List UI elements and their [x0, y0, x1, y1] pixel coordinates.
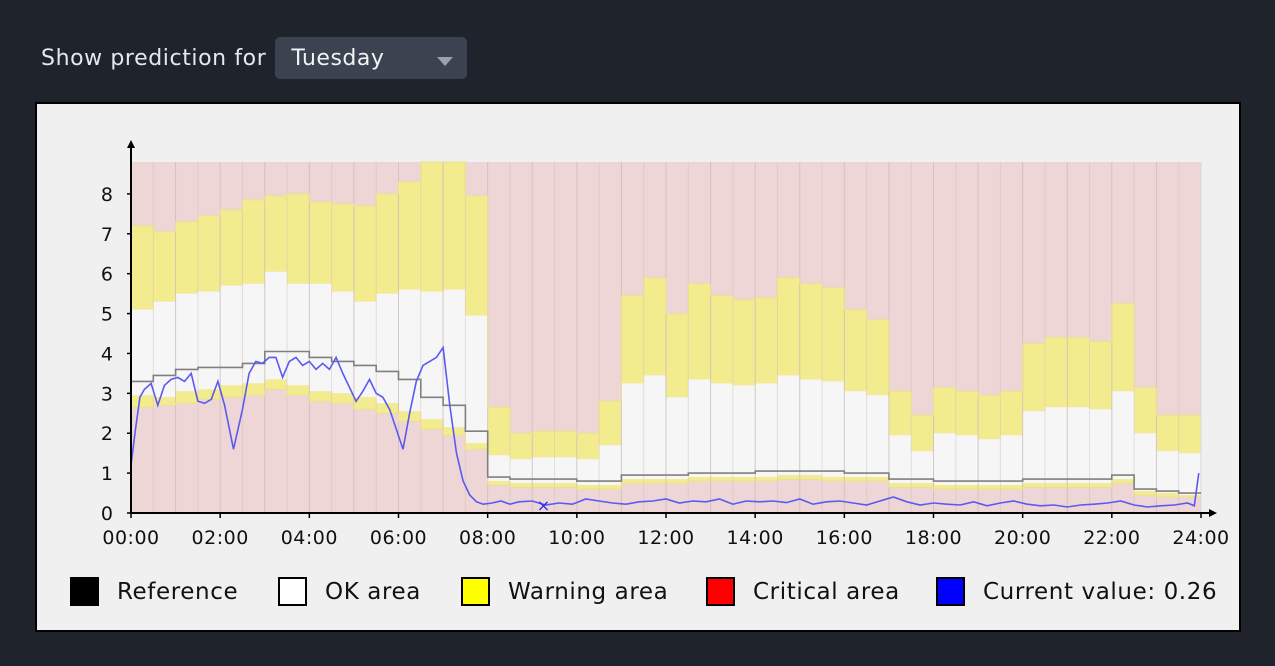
x-axis-arrow — [1209, 509, 1217, 517]
lower-warning-line — [131, 388, 1201, 498]
x-tick-label: 14:00 — [727, 527, 784, 549]
grid-layer — [152, 162, 1202, 513]
legend-label: Critical area — [753, 579, 900, 605]
upper-warning-line — [131, 161, 1201, 434]
prediction-selector-row: Show prediction for Tuesday — [41, 37, 468, 79]
x-tick-label: 16:00 — [816, 527, 873, 549]
legend-swatch — [461, 577, 490, 606]
x-tick-label: 18:00 — [905, 527, 962, 549]
legend-item: Warning area — [461, 577, 668, 606]
x-tick-label: 10:00 — [548, 527, 605, 549]
y-tick-label: 4 — [101, 343, 113, 365]
axes-layer: 0 1 2 3 4 5 6 7 8 00:00 02:00 04:00 06:00 08:00 10:00 1… — [101, 140, 1229, 549]
day-select-value: Tuesday — [291, 45, 385, 71]
x-tick-label: 24:00 — [1172, 527, 1229, 549]
x-tick-label: 06:00 — [370, 527, 427, 549]
prediction-chart: × 0 1 2 3 4 5 6 7 8 00:00 02:00 04:00 06:00 08:00 10:0… — [70, 140, 1229, 606]
legend-label: Reference — [117, 579, 238, 605]
legend-item: Reference — [70, 577, 238, 606]
y-tick-label: 1 — [101, 463, 113, 485]
y-tick-label: 6 — [101, 264, 113, 286]
legend-item: Critical area — [706, 577, 900, 606]
x-tick-label: 12:00 — [637, 527, 694, 549]
legend-label: Warning area — [508, 579, 668, 605]
legend-swatch — [706, 577, 735, 606]
current-marker: × — [537, 496, 550, 515]
legend-item: OK area — [278, 577, 421, 606]
legend-label: Current value: 0.26 — [983, 579, 1217, 605]
y-tick-label: 7 — [101, 224, 113, 246]
y-tick-label: 0 — [101, 503, 113, 525]
legend-label: OK area — [325, 579, 421, 605]
current-value-line — [130, 345, 1200, 508]
x-tick-label: 20:00 — [994, 527, 1051, 549]
y-tick-label: 3 — [101, 383, 113, 405]
y-tick-label: 8 — [101, 184, 113, 206]
x-tick-label: 22:00 — [1083, 527, 1140, 549]
legend-swatch — [936, 577, 965, 606]
prediction-graph: × 0 1 2 3 4 5 6 7 8 00:00 02:00 04:00 06:00 08:00 10:0… — [35, 102, 1241, 632]
y-tick-label: 2 — [101, 423, 113, 445]
y-tick-label: 5 — [101, 304, 113, 326]
legend-swatch — [278, 577, 307, 606]
legend-swatch — [70, 577, 99, 606]
reference-line — [131, 350, 1201, 494]
day-select[interactable]: Tuesday — [275, 37, 468, 79]
prediction-selector-label: Show prediction for — [41, 45, 267, 71]
legend: Reference OK area Warning area Critical are… — [70, 577, 1217, 606]
legend-item: Current value: 0.26 — [936, 577, 1217, 606]
x-tick-label: 04:00 — [281, 527, 338, 549]
line-layer: × — [130, 161, 1201, 515]
x-tick-label: 00:00 — [102, 527, 159, 549]
chevron-down-icon — [437, 57, 454, 66]
x-tick-label: 02:00 — [192, 527, 249, 549]
x-tick-label: 08:00 — [459, 527, 516, 549]
y-axis-arrow — [127, 140, 135, 148]
